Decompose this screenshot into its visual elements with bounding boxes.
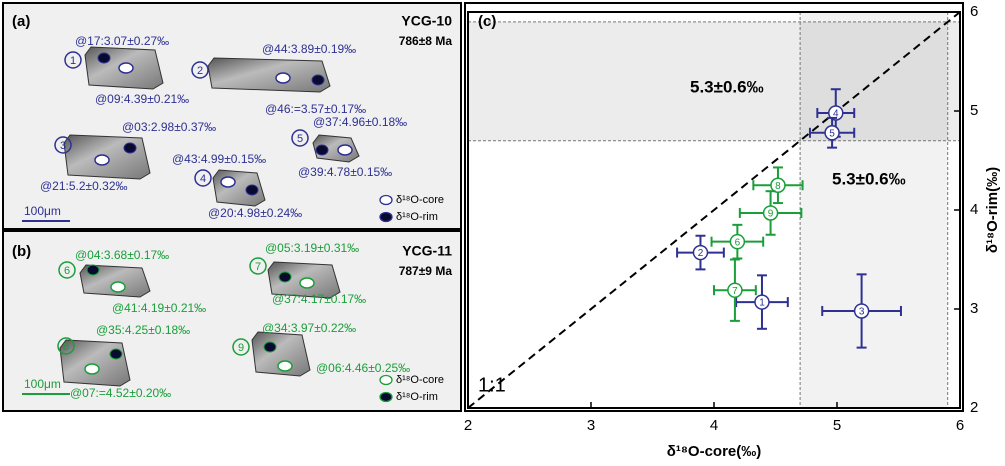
spot-label: @03:2.98±0.37‰ (122, 120, 216, 134)
y-tick-label: 2 (970, 399, 978, 416)
x-tick-label: 4 (710, 417, 718, 434)
sample-age: 786±8 Ma (399, 34, 453, 48)
spot-label: @07:=4.52±0.20‰ (70, 386, 171, 400)
annotation: 5.3±0.6‰ (690, 77, 764, 96)
annotation: 5.3±0.6‰ (832, 169, 906, 188)
legend-label: δ¹⁸O-core (396, 374, 444, 386)
sample-name: YCG-10 (401, 13, 452, 29)
spot-label: @46:=3.57±0.17‰ (265, 102, 366, 116)
sample-name: YCG-11 (402, 243, 452, 259)
point-label: 3 (859, 307, 865, 318)
rim-spot (264, 342, 276, 352)
legend-label: δ¹⁸O-core (396, 194, 444, 206)
rim-spot (110, 349, 122, 359)
page: {"panels": [ {"label": "(a)", "sample": … (0, 0, 1005, 466)
core-spot (221, 177, 235, 187)
core-spot (111, 282, 125, 292)
core-spot (276, 73, 290, 83)
grain-number: 9 (238, 342, 244, 354)
panel-b-frame (3, 231, 461, 411)
core-spot (278, 361, 292, 371)
grain-number: 4 (200, 173, 206, 185)
x-axis-label: δ¹⁸O-core(‰) (667, 443, 762, 460)
y-tick-label: 6 (970, 3, 978, 20)
core-spot (119, 63, 133, 73)
spot-label: @37:4.96±0.18‰ (313, 115, 407, 129)
spot-label: @34:3.97±0.22‰ (262, 321, 356, 335)
core-spot (95, 155, 109, 165)
rim-spot (246, 185, 258, 195)
panel-label: (b) (12, 243, 31, 260)
rim-spot (87, 265, 99, 275)
spot-label: @04:3.68±0.17‰ (75, 248, 169, 262)
x-tick-label: 2 (464, 417, 472, 434)
panel-label: (a) (12, 13, 30, 30)
y-tick-label: 3 (970, 300, 978, 317)
zircon-grain (208, 58, 330, 92)
legend-core-marker (380, 376, 392, 385)
spot-label: @44:3.89±0.19‰ (262, 42, 356, 56)
panel-label: (c) (478, 13, 496, 30)
core-spot (338, 145, 352, 155)
x-tick-label: 3 (587, 417, 595, 434)
spot-label: @17:3.07±0.27‰ (75, 34, 169, 48)
legend-rim-marker (380, 213, 392, 222)
legend-rim-marker (380, 393, 392, 402)
point-label: 7 (732, 286, 738, 297)
core-spot (85, 364, 99, 374)
spot-label: @09:4.39±0.21‰ (95, 92, 189, 106)
rim-spot (98, 53, 110, 63)
point-label: 6 (735, 237, 741, 248)
spot-label: @39:4.78±0.15‰ (298, 165, 392, 179)
figure: (a) YCG-10 786±8 Ma 1 @17:3.07±0.27‰ @09:4.39… (0, 0, 1005, 466)
x-tick-label: 5 (833, 417, 841, 434)
legend-label: δ¹⁸O-rim (396, 211, 438, 223)
legend-core-marker (380, 196, 392, 205)
grain-number: 3 (60, 140, 66, 152)
grain-number: 6 (64, 265, 70, 277)
spot-label: @41:4.19±0.21‰ (112, 301, 206, 315)
x-tick-label: 6 (956, 417, 964, 434)
rim-spot (124, 143, 136, 153)
point-label: 9 (768, 209, 774, 220)
annotation: 1:1 (478, 374, 506, 396)
point-label: 5 (829, 128, 835, 139)
rim-spot (312, 75, 324, 85)
spot-label: @35:4.25±0.18‰ (96, 323, 190, 337)
legend-label: δ¹⁸O-rim (396, 391, 438, 403)
point-label: 1 (759, 298, 765, 309)
grain-number: 7 (255, 261, 261, 273)
y-tick-label: 5 (970, 102, 978, 119)
spot-label: @37:4.17±0.17‰ (272, 292, 366, 306)
spot-label: @20:4.98±0.24‰ (208, 206, 302, 220)
y-tick-label: 4 (970, 201, 978, 218)
scale-label: 100μm (24, 377, 61, 391)
scale-label: 100μm (24, 204, 61, 218)
rim-spot (316, 145, 328, 155)
zircon-grain (60, 340, 130, 386)
point-label: 2 (698, 248, 704, 259)
grain-number: 2 (197, 65, 203, 77)
grain-number: 5 (297, 133, 303, 145)
spot-label: @05:3.19±0.31‰ (265, 241, 359, 255)
grain-number: 8 (63, 341, 69, 353)
core-spot (300, 278, 314, 288)
spot-label: @43:4.99±0.15‰ (172, 152, 266, 166)
point-label: 8 (775, 181, 781, 192)
y-axis-label: δ¹⁸O-rim(‰) (984, 167, 1001, 253)
rim-spot (279, 272, 291, 282)
spot-label: @21:5.2±0.32‰ (40, 179, 128, 193)
sample-age: 787±9 Ma (399, 264, 453, 278)
grain-number: 1 (70, 55, 76, 67)
